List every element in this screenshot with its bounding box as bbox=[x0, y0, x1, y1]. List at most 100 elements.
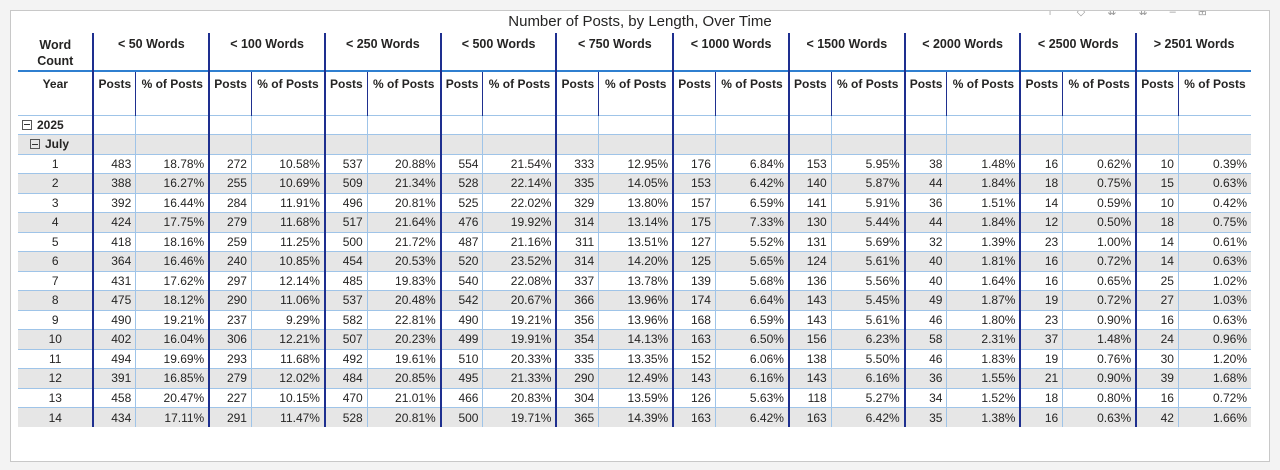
posts-cell[interactable]: 127 bbox=[672, 231, 716, 252]
posts-cell[interactable]: 510 bbox=[439, 348, 483, 369]
posts-cell[interactable]: 509 bbox=[323, 173, 368, 193]
pct-cell[interactable]: 6.23% bbox=[830, 329, 905, 349]
posts-cell[interactable]: 157 bbox=[672, 192, 716, 213]
posts-cell[interactable]: 24 bbox=[1135, 329, 1179, 349]
pct-cell[interactable]: 6.42% bbox=[714, 173, 789, 193]
day-cell[interactable]: 6 bbox=[18, 251, 94, 271]
pct-cell[interactable]: 6.59% bbox=[714, 309, 789, 330]
pct-cell[interactable]: 19.91% bbox=[482, 329, 557, 349]
group-header[interactable]: < 500 Words bbox=[439, 33, 557, 71]
pct-cell[interactable]: 1.81% bbox=[946, 251, 1021, 271]
posts-cell[interactable]: 279 bbox=[208, 368, 252, 388]
posts-cell[interactable]: 434 bbox=[92, 407, 136, 427]
pct-cell[interactable]: 1.84% bbox=[946, 212, 1021, 232]
pct-cell[interactable]: 14.13% bbox=[598, 329, 674, 349]
posts-cell[interactable]: 140 bbox=[787, 173, 832, 193]
group-header[interactable]: < 2500 Words bbox=[1019, 33, 1137, 71]
posts-cell[interactable]: 138 bbox=[787, 348, 832, 369]
posts-cell[interactable]: 329 bbox=[555, 192, 599, 213]
posts-cell[interactable]: 290 bbox=[555, 368, 599, 388]
posts-cell[interactable]: 542 bbox=[439, 290, 483, 310]
posts-cell[interactable]: 537 bbox=[323, 290, 368, 310]
pct-cell[interactable]: 11.68% bbox=[250, 212, 325, 232]
posts-cell[interactable]: 495 bbox=[439, 368, 483, 388]
pct-cell[interactable]: 12.02% bbox=[250, 368, 325, 388]
pct-cell[interactable]: 13.96% bbox=[598, 290, 674, 310]
pct-cell[interactable]: 20.81% bbox=[366, 407, 441, 427]
pct-cell[interactable]: 20.47% bbox=[135, 387, 210, 408]
posts-cell[interactable]: 337 bbox=[555, 270, 599, 291]
pct-cell[interactable]: 0.72% bbox=[1062, 290, 1137, 310]
pct-cell[interactable]: 22.08% bbox=[482, 270, 557, 291]
posts-cell[interactable]: 335 bbox=[555, 348, 599, 369]
posts-cell[interactable]: 333 bbox=[555, 153, 599, 174]
posts-cell[interactable]: 23 bbox=[1019, 231, 1063, 252]
posts-cell[interactable]: 388 bbox=[92, 173, 136, 193]
pct-cell[interactable]: 13.59% bbox=[598, 387, 674, 408]
group-header[interactable]: < 100 Words bbox=[208, 33, 325, 71]
pct-cell[interactable]: 10.85% bbox=[250, 251, 325, 271]
pct-cell[interactable]: 23.52% bbox=[482, 251, 557, 271]
pct-cell[interactable]: 20.85% bbox=[366, 368, 441, 388]
posts-cell[interactable]: 284 bbox=[208, 192, 252, 213]
posts-header[interactable]: Posts bbox=[903, 70, 947, 115]
pct-cell[interactable]: 12.49% bbox=[598, 368, 674, 388]
posts-cell[interactable]: 136 bbox=[787, 270, 832, 291]
pct-cell[interactable]: 6.42% bbox=[830, 407, 905, 427]
collapse-icon[interactable] bbox=[30, 139, 40, 150]
pct-cell[interactable]: 5.68% bbox=[714, 270, 789, 291]
pct-cell[interactable]: 13.78% bbox=[598, 270, 674, 291]
pct-cell[interactable]: 0.39% bbox=[1177, 153, 1251, 174]
posts-cell[interactable]: 14 bbox=[1135, 231, 1179, 252]
pct-cell[interactable]: 6.84% bbox=[714, 153, 789, 174]
pct-cell[interactable]: 18.12% bbox=[135, 290, 210, 310]
posts-cell[interactable]: 16 bbox=[1135, 309, 1179, 330]
pct-cell[interactable]: 21.16% bbox=[482, 231, 557, 252]
pct-cell[interactable]: 6.16% bbox=[830, 368, 905, 388]
pct-cell[interactable]: 1.20% bbox=[1177, 348, 1251, 369]
pct-cell[interactable]: 21.33% bbox=[482, 368, 557, 388]
posts-cell[interactable]: 259 bbox=[208, 231, 252, 252]
posts-cell[interactable]: 391 bbox=[92, 368, 136, 388]
pct-cell[interactable]: 17.75% bbox=[135, 212, 210, 232]
posts-cell[interactable]: 466 bbox=[439, 387, 483, 408]
posts-cell[interactable]: 42 bbox=[1135, 407, 1179, 427]
pct-cell[interactable]: 5.61% bbox=[830, 251, 905, 271]
pct-cell[interactable]: 0.80% bbox=[1062, 387, 1137, 408]
day-cell[interactable]: 12 bbox=[18, 368, 94, 388]
posts-cell[interactable]: 10 bbox=[1135, 153, 1179, 174]
group-header[interactable]: < 50 Words bbox=[92, 33, 210, 71]
pct-posts-header[interactable]: % of Posts bbox=[1062, 70, 1137, 115]
posts-cell[interactable]: 311 bbox=[555, 231, 599, 252]
posts-cell[interactable]: 153 bbox=[672, 173, 716, 193]
posts-cell[interactable]: 528 bbox=[323, 407, 368, 427]
pct-cell[interactable]: 1.38% bbox=[946, 407, 1021, 427]
posts-cell[interactable]: 314 bbox=[555, 212, 599, 232]
pct-cell[interactable]: 5.56% bbox=[830, 270, 905, 291]
pct-cell[interactable]: 0.42% bbox=[1177, 192, 1251, 213]
posts-cell[interactable]: 35 bbox=[903, 407, 947, 427]
month-row-header[interactable]: July bbox=[18, 134, 94, 154]
posts-cell[interactable]: 16 bbox=[1135, 387, 1179, 408]
posts-cell[interactable]: 476 bbox=[439, 212, 483, 232]
day-cell[interactable]: 8 bbox=[18, 290, 94, 310]
pct-cell[interactable]: 1.66% bbox=[1177, 407, 1251, 427]
pct-cell[interactable]: 0.90% bbox=[1062, 368, 1137, 388]
posts-cell[interactable]: 40 bbox=[903, 270, 947, 291]
pct-cell[interactable]: 19.92% bbox=[482, 212, 557, 232]
pct-cell[interactable]: 19.61% bbox=[366, 348, 441, 369]
pct-cell[interactable]: 1.03% bbox=[1177, 290, 1251, 310]
posts-cell[interactable]: 487 bbox=[439, 231, 483, 252]
posts-cell[interactable]: 143 bbox=[672, 368, 716, 388]
posts-cell[interactable]: 293 bbox=[208, 348, 252, 369]
pct-cell[interactable]: 16.85% bbox=[135, 368, 210, 388]
pct-cell[interactable]: 19.71% bbox=[482, 407, 557, 427]
pct-cell[interactable]: 5.27% bbox=[830, 387, 905, 408]
posts-cell[interactable]: 38 bbox=[903, 153, 947, 174]
day-cell[interactable]: 9 bbox=[18, 309, 94, 330]
pct-cell[interactable]: 6.50% bbox=[714, 329, 789, 349]
posts-cell[interactable]: 16 bbox=[1019, 407, 1063, 427]
pct-cell[interactable]: 5.45% bbox=[830, 290, 905, 310]
posts-cell[interactable]: 19 bbox=[1019, 348, 1063, 369]
matrix-visual[interactable]: ⊤◇⇊⇊–⊞ Number of Posts, by Length, Over … bbox=[10, 10, 1270, 462]
